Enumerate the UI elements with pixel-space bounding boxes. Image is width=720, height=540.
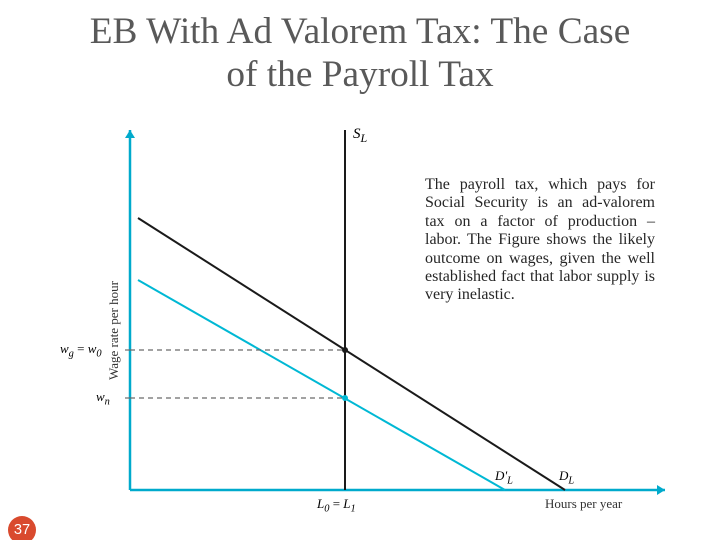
supply-label-sub: L — [361, 131, 368, 145]
hours-l0-l1-label: L0 = L1 — [317, 496, 356, 515]
l1-L: L — [343, 496, 350, 511]
title-line-1: EB With Ad Valorem Tax: The Case — [30, 10, 690, 53]
wg-w: w — [60, 341, 69, 356]
wn-n: n — [105, 397, 110, 408]
x-axis-label: Hours per year — [545, 496, 622, 512]
wage-wg-w0-label: wg = w0 — [60, 341, 102, 360]
page-number: 37 — [14, 522, 30, 538]
wage-wn-label: wn — [96, 389, 110, 408]
dl-sub: L — [568, 476, 574, 487]
page-number-badge: 37 — [8, 516, 36, 540]
supply-label: SL — [353, 126, 367, 146]
explanatory-text: The payroll tax, which pays for Social S… — [425, 176, 655, 305]
dlp-sub: L — [507, 476, 513, 487]
demand-dl-label: DL — [559, 468, 574, 487]
supply-label-s: S — [353, 126, 361, 142]
dl-d: D — [559, 468, 568, 483]
demand-dlp-label: D'L — [495, 468, 513, 487]
wn-w: w — [96, 389, 105, 404]
dlp-d: D' — [495, 468, 507, 483]
y-axis-label: Wage rate per hour — [106, 281, 122, 380]
slide-title: EB With Ad Valorem Tax: The Case of the … — [30, 10, 690, 96]
l1-1: 1 — [351, 504, 356, 515]
l0-eq: = — [329, 496, 343, 511]
title-line-2: of the Payroll Tax — [30, 53, 690, 96]
wg-eq: = — [74, 341, 88, 356]
wg-0: 0 — [96, 349, 101, 360]
